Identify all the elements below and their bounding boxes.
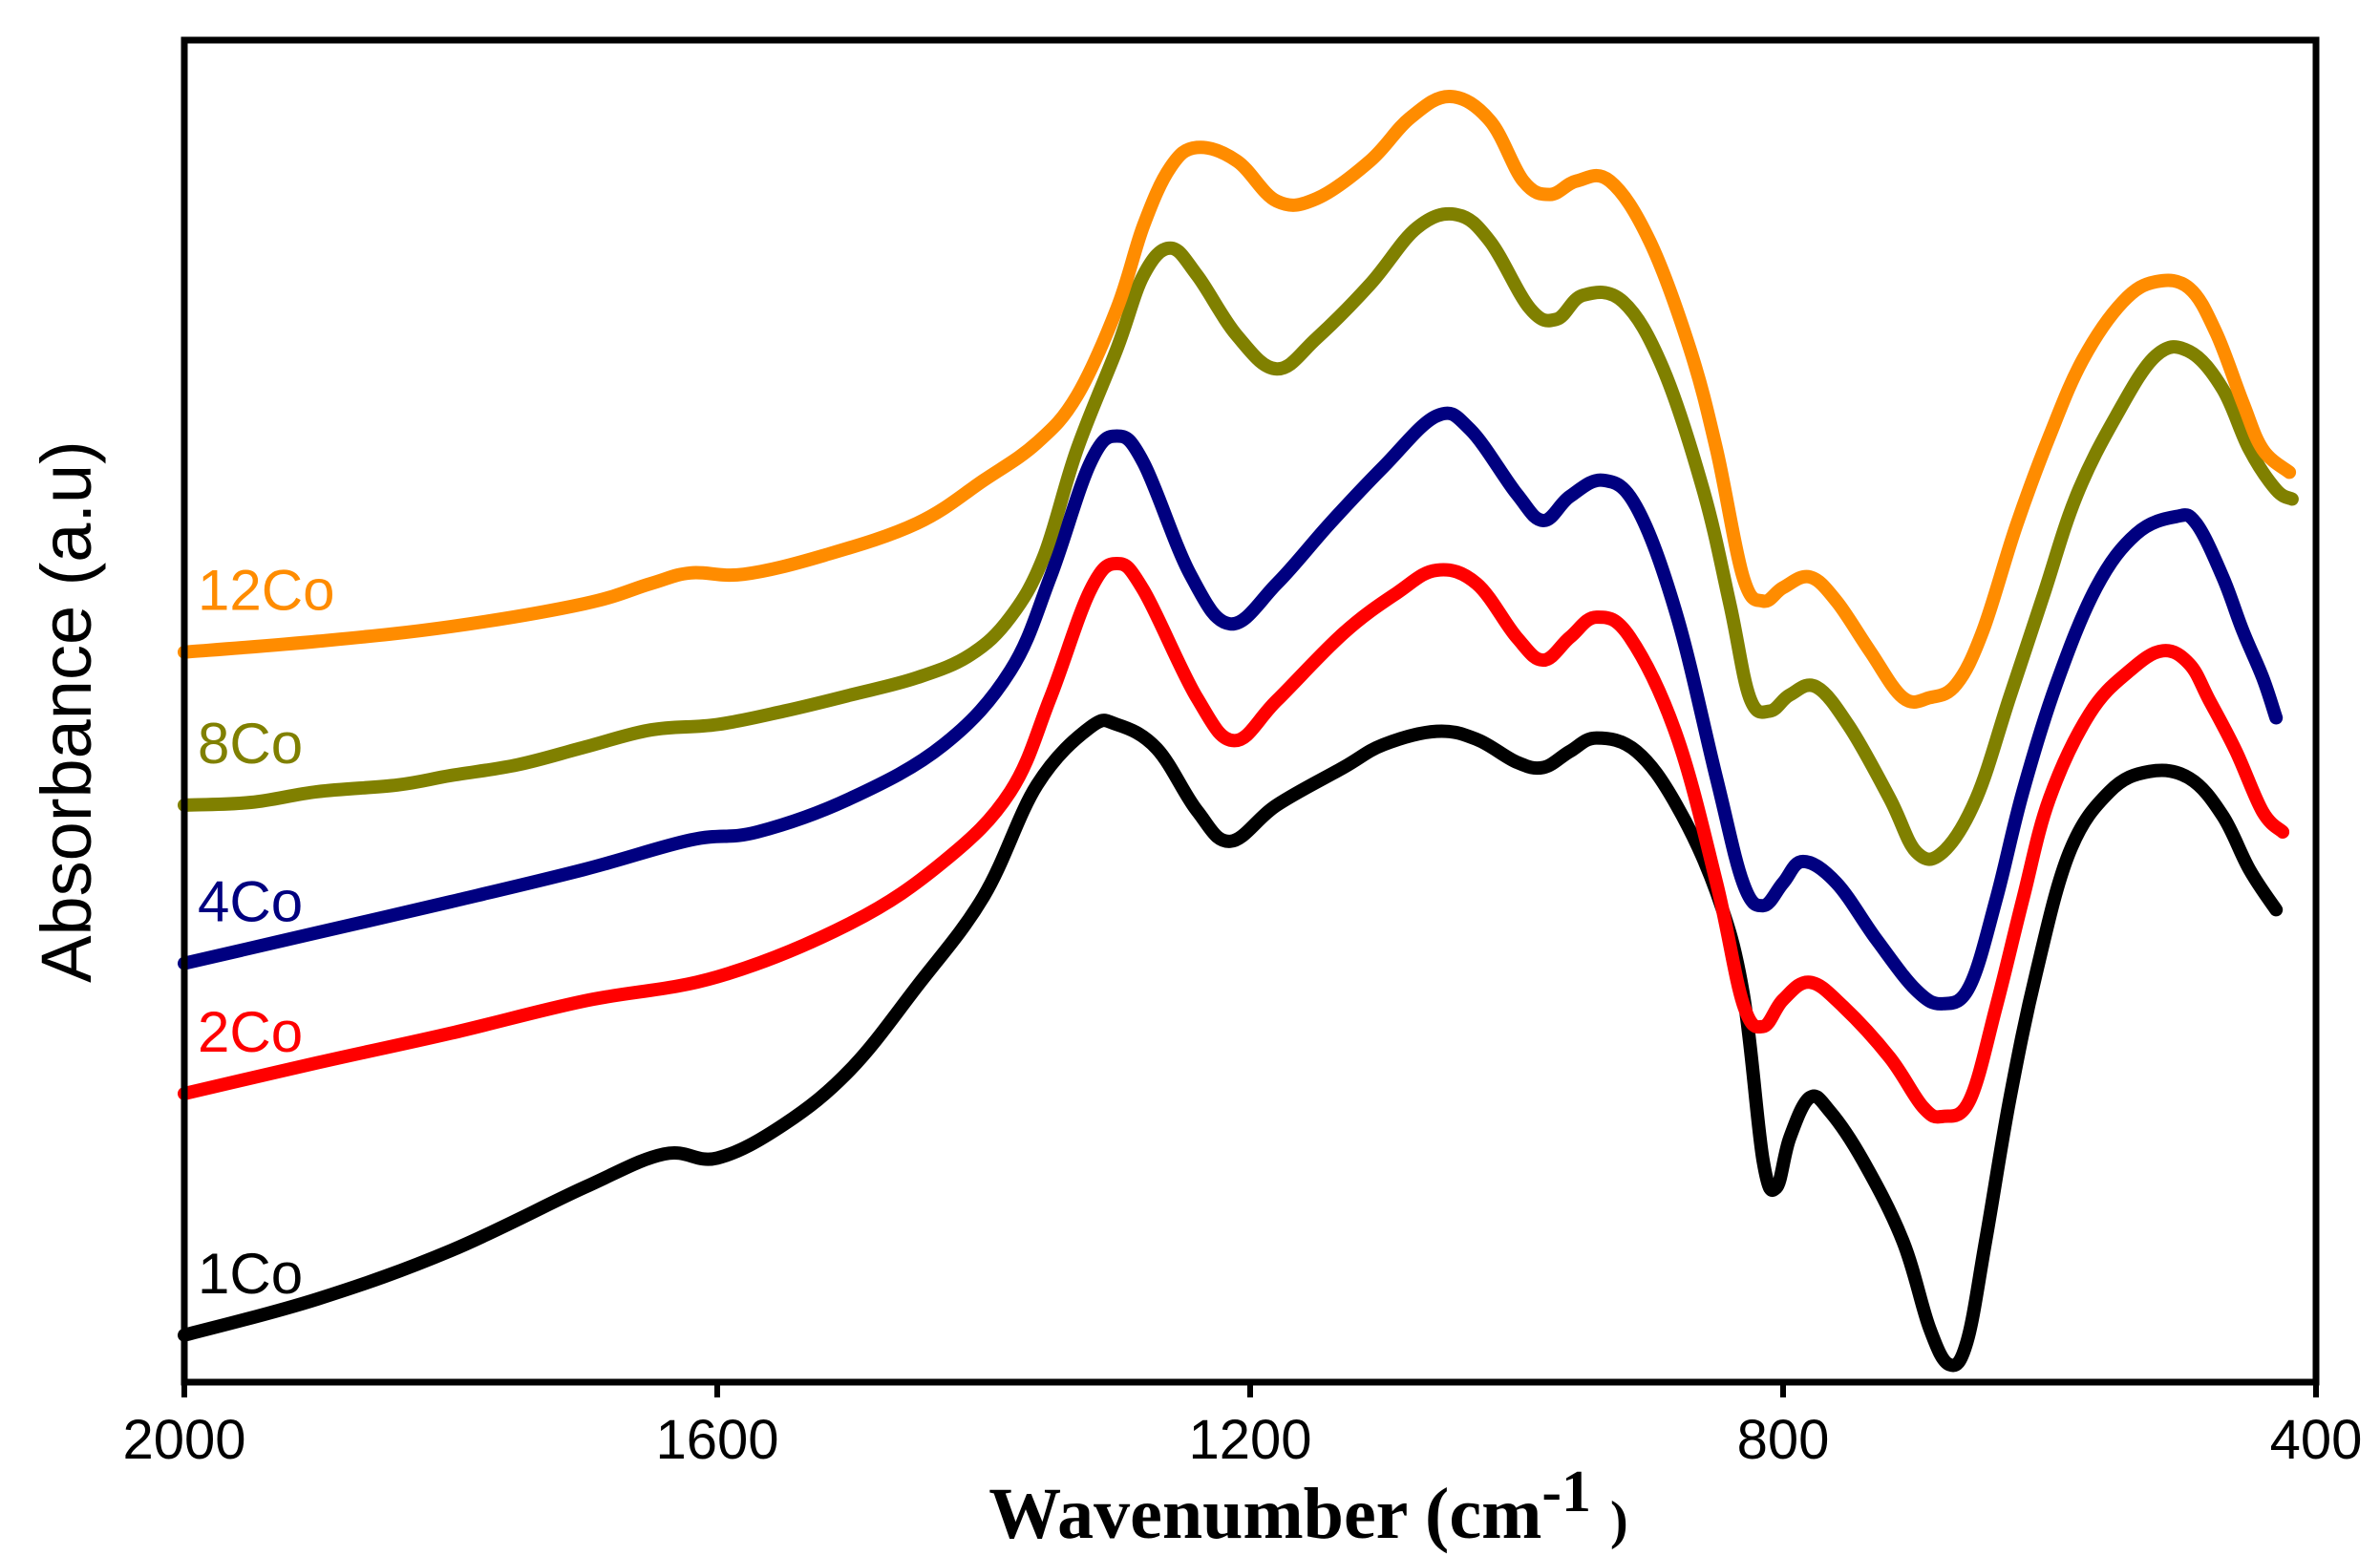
- x-axis-label: Wavenumber (cm-1): [988, 1460, 1627, 1554]
- series-label-12co: 12Co: [198, 559, 334, 623]
- x-tick-label-800: 800: [1737, 1409, 1830, 1471]
- x-tick-label-1200: 1200: [1188, 1409, 1311, 1471]
- series-label-8co: 8Co: [198, 712, 303, 776]
- series-line-8co: [178, 206, 2299, 866]
- series-label-1co: 1Co: [198, 1242, 303, 1306]
- x-axis-ticks: 2000 1600 1200 800 400: [122, 1382, 2362, 1471]
- x-axis-label-text: Wavenumber (cm: [988, 1474, 1541, 1554]
- series-line-2co: [178, 557, 2290, 1124]
- series-label-layer: 12Co 8Co 4Co 2Co 1Co: [198, 559, 334, 1306]
- series-line-12co: [178, 90, 2297, 709]
- x-axis-label-close: ): [1610, 1491, 1628, 1550]
- x-tick-label-2000: 2000: [122, 1409, 245, 1471]
- series-label-2co: 2Co: [198, 1000, 303, 1064]
- y-axis-label: Absorbance (a.u): [27, 440, 106, 983]
- series-line-1co: [178, 714, 2284, 1373]
- series-line-4co: [178, 406, 2284, 1011]
- x-tick-label-1600: 1600: [655, 1409, 778, 1471]
- series-layer: [178, 90, 2299, 1373]
- x-tick-label-400: 400: [2270, 1409, 2363, 1471]
- x-axis-label-superscript: -1: [1541, 1460, 1591, 1524]
- series-label-4co: 4Co: [198, 870, 303, 934]
